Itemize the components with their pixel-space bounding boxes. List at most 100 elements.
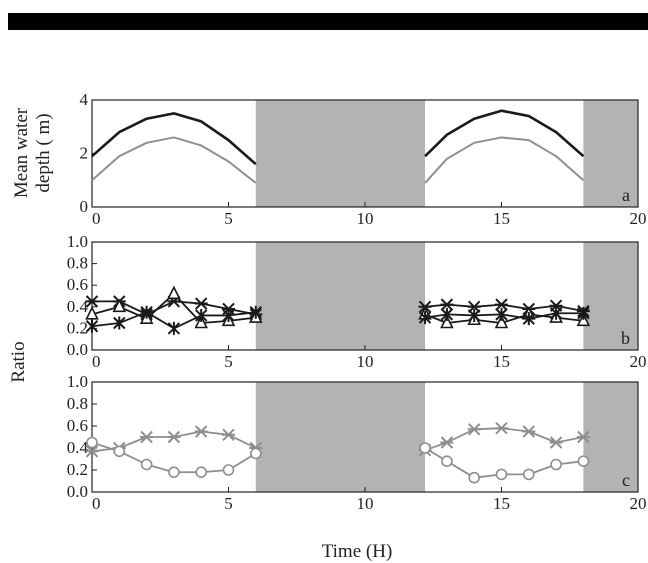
- data-point-c-1-0-3: [168, 466, 180, 479]
- xtick-label-b-4: 20: [630, 352, 647, 371]
- data-point-c-1-0-4: [195, 466, 207, 479]
- data-point-c-1-0-5: [222, 464, 235, 476]
- series-line-a-0-1: [424, 109, 585, 158]
- ytick-label-b-5: 1.0: [67, 232, 88, 251]
- panel-letter-b: b: [621, 328, 630, 348]
- series-line-a-1-1: [424, 136, 585, 184]
- series-line-a-1-0: [91, 136, 257, 184]
- shaded-interval-a-1: [583, 100, 638, 207]
- data-point-c-0-1-4: [522, 425, 536, 438]
- ytick-label-b-4: 0.8: [67, 254, 88, 273]
- data-point-b-2-0-0: [85, 319, 99, 333]
- data-point-b-1-1-3: [494, 314, 509, 329]
- ytick-label-a-0: 0: [80, 197, 89, 216]
- xtick-label-a-3: 15: [493, 209, 510, 228]
- ytick-label-b-3: 0.6: [67, 275, 88, 294]
- data-point-c-0-1-6: [576, 430, 590, 444]
- data-point-c-1-1-0: [419, 442, 431, 454]
- ytick-label-c-1: 0.2: [67, 460, 88, 479]
- data-point-c-0-0-2: [140, 430, 154, 444]
- ylabel-ratio: Ratio: [8, 341, 29, 382]
- data-point-c-1-1-4: [522, 468, 535, 481]
- xtick-label-a-0: 0: [92, 209, 101, 228]
- data-point-b-1-1-6: [576, 312, 591, 327]
- data-point-c-1-1-2: [468, 471, 481, 484]
- ytick-label-c-5: 1.0: [67, 372, 88, 391]
- xtick-label-a-1: 5: [224, 209, 233, 228]
- shaded-interval-b-1: [583, 242, 638, 350]
- data-point-b-2-1-1: [440, 307, 454, 321]
- data-point-c-0-1-1: [440, 436, 454, 449]
- data-point-b-1-1-1: [440, 314, 454, 329]
- xtick-label-c-3: 15: [493, 494, 510, 513]
- data-point-c-0-0-0: [85, 445, 99, 458]
- panel-a: 0 5 10 15 20 0 2 4 a: [80, 90, 647, 228]
- data-point-b-2-1-4: [522, 312, 536, 326]
- ytick-label-b-0: 0.0: [67, 340, 88, 359]
- panel-b: 0 5 10 15 20 0.0 0.2 0.4 0.6 0.8 1.0 b: [67, 232, 647, 371]
- series-line-a-0-0: [91, 112, 257, 166]
- data-point-c-1-1-5: [550, 458, 562, 471]
- data-point-b-2-0-4: [194, 308, 208, 322]
- data-point-b-0-1-3: [495, 298, 508, 311]
- data-point-b-1-0-1: [112, 298, 127, 313]
- header-bar: [8, 13, 648, 30]
- ytick-label-a-2: 4: [80, 90, 89, 109]
- data-point-b-2-0-2: [140, 305, 153, 319]
- xtick-label-c-2: 10: [357, 494, 374, 513]
- xtick-label-c-0: 0: [92, 494, 101, 513]
- xlabel: Time (H): [322, 541, 393, 562]
- data-point-b-1-0-0: [85, 306, 99, 320]
- ytick-label-c-4: 0.8: [67, 394, 88, 413]
- data-point-b-2-1-0: [418, 311, 432, 325]
- xtick-label-c-1: 5: [224, 494, 233, 513]
- data-point-b-0-0-4: [194, 297, 208, 310]
- data-point-c-0-0-4: [194, 425, 208, 438]
- data-point-c-0-0-3: [167, 430, 181, 444]
- shaded-interval-b-0: [255, 242, 426, 350]
- data-point-c-1-1-6: [577, 455, 590, 468]
- shaded-interval-c-0: [255, 382, 426, 492]
- data-point-c-1-0-0: [86, 436, 98, 449]
- data-point-c-0-1-5: [549, 436, 563, 449]
- data-point-c-1-1-3: [495, 468, 508, 481]
- xtick-label-b-1: 5: [224, 352, 233, 371]
- data-point-b-2-1-5: [549, 306, 563, 320]
- data-point-b-1-0-3: [167, 285, 181, 300]
- data-point-b-2-0-3: [167, 321, 181, 335]
- data-point-c-1-0-2: [140, 458, 153, 471]
- xtick-label-a-2: 10: [357, 209, 374, 228]
- ytick-label-c-3: 0.6: [67, 416, 88, 435]
- panel-c: 0 5 10 15 20 0.0 0.2 0.4 0.6 0.8 1.0 c: [67, 372, 647, 513]
- data-point-c-0-0-5: [222, 428, 235, 442]
- xtick-label-a-4: 20: [630, 209, 647, 228]
- panel-letter-a: a: [622, 185, 630, 205]
- panel-letter-c: c: [622, 470, 630, 490]
- xtick-label-b-2: 10: [357, 352, 374, 371]
- data-point-c-1-0-6: [250, 447, 262, 460]
- data-point-c-1-1-1: [441, 455, 453, 468]
- data-point-b-0-0-0: [85, 295, 99, 308]
- data-point-b-2-1-6: [577, 306, 590, 320]
- ylabel-a: Mean water depth ( m): [11, 107, 54, 198]
- data-point-b-2-1-3: [495, 307, 508, 321]
- ytick-label-b-2: 0.4: [67, 297, 89, 316]
- data-point-b-2-1-2: [467, 308, 481, 322]
- ylabel-a-line2: depth ( m): [33, 113, 54, 192]
- shaded-interval-c-1: [583, 382, 638, 492]
- xtick-label-c-4: 20: [630, 494, 647, 513]
- data-point-b-1-0-4: [194, 314, 208, 329]
- xtick-label-b-0: 0: [92, 352, 101, 371]
- data-point-b-2-0-5: [222, 308, 235, 322]
- shaded-interval-a-0: [255, 100, 426, 207]
- data-point-c-0-1-2: [467, 423, 481, 436]
- ylabel-a-line1: Mean water: [11, 107, 32, 198]
- data-point-b-2-0-1: [113, 316, 126, 330]
- data-point-c-1-0-1: [113, 445, 126, 458]
- ytick-label-a-1: 2: [80, 144, 89, 163]
- data-point-b-0-1-1: [440, 298, 454, 311]
- data-point-c-0-1-3: [495, 421, 508, 435]
- ytick-label-c-2: 0.4: [67, 438, 89, 457]
- data-point-b-2-0-6: [249, 305, 263, 319]
